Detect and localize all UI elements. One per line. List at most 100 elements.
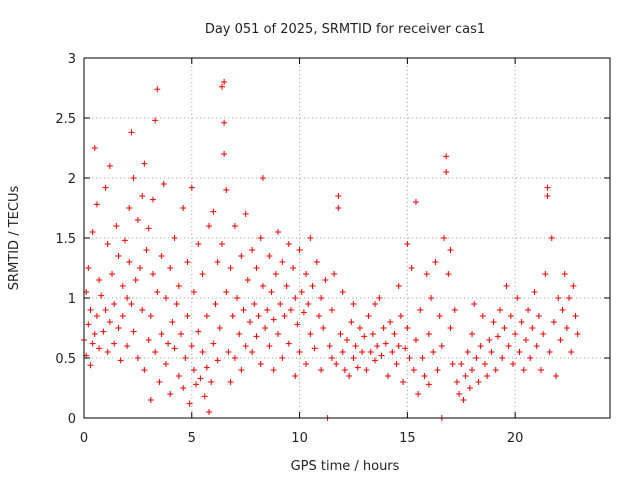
y-axis-label: SRMTID / TECUs [7,186,22,291]
data-point [400,379,407,385]
data-point [214,259,221,265]
data-point [102,307,109,313]
data-point [473,355,480,361]
data-point [89,340,96,347]
x-tick-label: 5 [188,431,196,446]
data-point [201,393,208,400]
data-point [412,199,419,205]
data-point [128,301,135,307]
data-point [568,349,575,355]
data-point [160,181,167,187]
data-point [165,340,172,347]
data-point [93,313,100,319]
data-point [137,265,144,271]
data-point [462,373,469,379]
data-point [421,373,428,379]
data-point [262,325,269,331]
data-point [91,331,98,337]
data-point [270,316,277,323]
data-point [139,307,146,313]
data-point [438,343,445,349]
data-point [85,265,92,271]
data-point [456,391,463,397]
data-point [516,349,523,355]
data-point [115,325,122,331]
data-point [352,343,359,349]
data-point [518,319,525,325]
data-point [249,349,256,355]
x-axis-label: GPS time / hours [291,459,400,474]
data-point [225,349,232,355]
data-point [96,277,103,283]
data-point [279,355,286,361]
data-point [333,361,340,367]
x-tick-label: 0 [80,431,88,446]
data-point [266,253,273,259]
data-point [561,271,568,277]
data-point [469,331,476,337]
data-point [223,289,230,295]
data-point [203,313,210,319]
data-point [268,289,275,295]
data-point [432,259,439,265]
y-tick-label: 2 [68,172,76,187]
data-point [257,235,264,241]
data-point [527,355,534,361]
data-point [272,271,279,277]
data-point [119,283,126,289]
data-point [348,319,355,325]
data-point [214,357,221,364]
data-point [104,241,111,247]
data-point [566,295,573,301]
data-point [372,357,379,364]
data-point [550,319,557,325]
data-point [173,301,180,307]
data-point [264,307,271,313]
data-point [514,295,521,301]
data-point [147,397,154,403]
data-point [350,301,357,307]
data-point [156,379,163,385]
data-point [415,391,422,397]
data-point [445,271,452,277]
data-point [410,367,417,373]
data-point [544,184,551,191]
data-point [497,307,504,313]
data-point [253,265,260,271]
data-point [221,79,228,85]
data-point [574,331,581,337]
data-point [210,208,217,215]
data-point [361,333,368,340]
data-point [246,319,253,325]
data-point [553,373,560,379]
data-point [218,241,225,247]
y-tick-label: 0 [68,412,76,427]
data-point [374,343,381,349]
data-point [169,319,176,325]
data-point [350,355,357,361]
data-point [171,235,178,241]
data-point [98,292,105,299]
data-point [223,187,230,193]
data-point [559,307,566,313]
data-point [512,331,519,337]
data-point [285,241,292,247]
data-point [328,307,335,313]
data-point [145,225,152,232]
data-point [152,117,159,124]
data-point [490,319,497,325]
data-point [227,379,234,385]
data-point [484,373,491,379]
data-point [188,343,195,349]
data-point [294,321,301,328]
data-point [309,283,316,289]
data-point [359,349,366,355]
data-point [115,253,122,259]
data-point [104,349,111,355]
data-point [469,367,476,373]
data-point [149,271,156,277]
data-point [453,379,460,385]
data-point [428,295,435,301]
data-point [486,337,493,343]
data-point [292,373,299,379]
